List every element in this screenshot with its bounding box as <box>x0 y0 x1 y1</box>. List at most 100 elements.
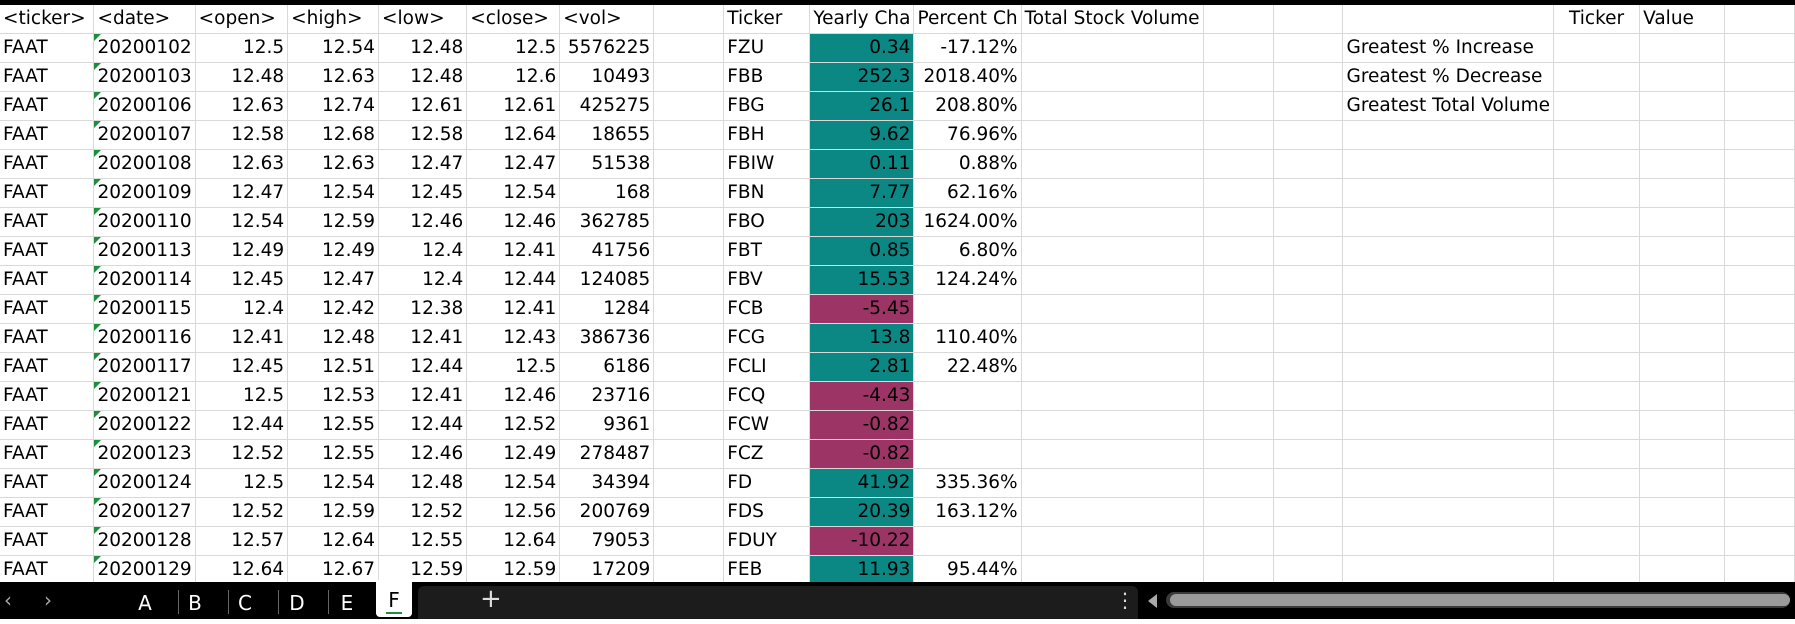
cell-close[interactable]: 12.5 <box>466 33 561 63</box>
cell-stat-value[interactable] <box>1639 526 1725 556</box>
cell-vol[interactable]: 34394 <box>559 468 655 498</box>
cell-vol[interactable]: 425275 <box>559 91 655 121</box>
header-cell[interactable] <box>1724 5 1795 34</box>
cell-stat-ticker[interactable] <box>1553 33 1641 63</box>
cell-date[interactable]: 20200102 <box>93 33 196 63</box>
cell-stat-value[interactable] <box>1639 294 1725 324</box>
cell-empty[interactable] <box>1273 497 1344 527</box>
cell-low[interactable]: 12.4 <box>378 265 468 295</box>
cell-stat-value[interactable] <box>1639 352 1725 382</box>
cell-empty[interactable] <box>1724 207 1795 237</box>
cell-close[interactable]: 12.64 <box>466 120 561 150</box>
cell-empty[interactable] <box>1724 323 1795 353</box>
cell-high[interactable]: 12.68 <box>287 120 379 150</box>
cell-date[interactable]: 20200115 <box>93 294 196 324</box>
cell-date[interactable]: 20200117 <box>93 352 196 382</box>
cell-summary-ticker[interactable]: FBN <box>723 178 811 208</box>
cell-empty[interactable] <box>1273 120 1344 150</box>
cell-stat-label[interactable]: Greatest % Decrease <box>1342 62 1555 92</box>
cell-empty[interactable] <box>1724 555 1795 585</box>
cell-total-volume[interactable] <box>1021 294 1204 324</box>
cell-total-volume[interactable] <box>1021 265 1204 295</box>
cell-stat-ticker[interactable] <box>1553 265 1641 295</box>
cell-summary-ticker[interactable]: FBV <box>723 265 811 295</box>
cell-empty[interactable] <box>653 526 725 556</box>
cell-total-volume[interactable] <box>1021 33 1204 63</box>
cell-ticker[interactable]: FAAT <box>0 381 95 411</box>
cell-empty[interactable] <box>1273 352 1344 382</box>
header-cell[interactable]: <date> <box>93 5 196 34</box>
cell-empty[interactable] <box>1724 265 1795 295</box>
cell-stat-value[interactable] <box>1639 381 1725 411</box>
cell-empty[interactable] <box>1203 91 1274 121</box>
cell-close[interactable]: 12.56 <box>466 497 561 527</box>
cell-total-volume[interactable] <box>1021 120 1204 150</box>
cell-vol[interactable]: 1284 <box>559 294 655 324</box>
cell-open[interactable]: 12.52 <box>195 497 289 527</box>
cell-stat-label[interactable] <box>1342 149 1555 179</box>
cell-empty[interactable] <box>1273 468 1344 498</box>
cell-close[interactable]: 12.5 <box>466 352 561 382</box>
cell-vol[interactable]: 41756 <box>559 236 655 266</box>
cell-close[interactable]: 12.64 <box>466 526 561 556</box>
cell-low[interactable]: 12.44 <box>378 352 468 382</box>
cell-empty[interactable] <box>1273 555 1344 585</box>
cell-percent-change[interactable]: 95.44% <box>913 555 1022 585</box>
cell-empty[interactable] <box>653 410 725 440</box>
cell-ticker[interactable]: FAAT <box>0 497 95 527</box>
cell-stat-label[interactable] <box>1342 497 1555 527</box>
cell-empty[interactable] <box>1724 526 1795 556</box>
header-cell[interactable] <box>653 5 725 34</box>
cell-yearly-change[interactable]: -5.45 <box>809 294 915 324</box>
cell-high[interactable]: 12.63 <box>287 62 379 92</box>
cell-ticker[interactable]: FAAT <box>0 352 95 382</box>
header-cell[interactable]: Percent Ch <box>913 5 1022 34</box>
cell-empty[interactable] <box>1273 33 1344 63</box>
cell-yearly-change[interactable]: -10.22 <box>809 526 915 556</box>
cell-ticker[interactable]: FAAT <box>0 178 95 208</box>
cell-yearly-change[interactable]: -4.43 <box>809 381 915 411</box>
cell-percent-change[interactable]: 6.80% <box>913 236 1022 266</box>
header-cell[interactable] <box>1273 5 1344 34</box>
cell-close[interactable]: 12.52 <box>466 410 561 440</box>
cell-empty[interactable] <box>653 381 725 411</box>
sheet-tab-d[interactable]: D <box>289 591 305 615</box>
cell-low[interactable]: 12.46 <box>378 207 468 237</box>
cell-empty[interactable] <box>653 149 725 179</box>
cell-close[interactable]: 12.59 <box>466 555 561 585</box>
cell-stat-value[interactable] <box>1639 497 1725 527</box>
cell-ticker[interactable]: FAAT <box>0 33 95 63</box>
cell-stat-ticker[interactable] <box>1553 526 1641 556</box>
cell-date[interactable]: 20200124 <box>93 468 196 498</box>
cell-percent-change[interactable]: 1624.00% <box>913 207 1022 237</box>
cell-empty[interactable] <box>653 236 725 266</box>
cell-date[interactable]: 20200122 <box>93 410 196 440</box>
cell-close[interactable]: 12.61 <box>466 91 561 121</box>
cell-yearly-change[interactable]: 203 <box>809 207 915 237</box>
cell-stat-ticker[interactable] <box>1553 120 1641 150</box>
cell-stat-value[interactable] <box>1639 468 1725 498</box>
cell-open[interactable]: 12.4 <box>195 294 289 324</box>
cell-summary-ticker[interactable]: FBG <box>723 91 811 121</box>
cell-percent-change[interactable] <box>913 294 1022 324</box>
cell-empty[interactable] <box>1724 381 1795 411</box>
cell-stat-label[interactable] <box>1342 468 1555 498</box>
cell-summary-ticker[interactable]: FEB <box>723 555 811 585</box>
cell-close[interactable]: 12.49 <box>466 439 561 469</box>
cell-total-volume[interactable] <box>1021 236 1204 266</box>
cell-vol[interactable]: 23716 <box>559 381 655 411</box>
cell-stat-label[interactable] <box>1342 439 1555 469</box>
cell-ticker[interactable]: FAAT <box>0 149 95 179</box>
header-cell[interactable]: <high> <box>287 5 379 34</box>
cell-percent-change[interactable]: 163.12% <box>913 497 1022 527</box>
cell-empty[interactable] <box>1273 381 1344 411</box>
cell-vol[interactable]: 200769 <box>559 497 655 527</box>
cell-open[interactable]: 12.63 <box>195 149 289 179</box>
cell-open[interactable]: 12.48 <box>195 62 289 92</box>
cell-empty[interactable] <box>653 555 725 585</box>
cell-empty[interactable] <box>1724 236 1795 266</box>
cell-date[interactable]: 20200116 <box>93 323 196 353</box>
cell-percent-change[interactable]: 2018.40% <box>913 62 1022 92</box>
cell-yearly-change[interactable]: -0.82 <box>809 439 915 469</box>
cell-stat-ticker[interactable] <box>1553 62 1641 92</box>
